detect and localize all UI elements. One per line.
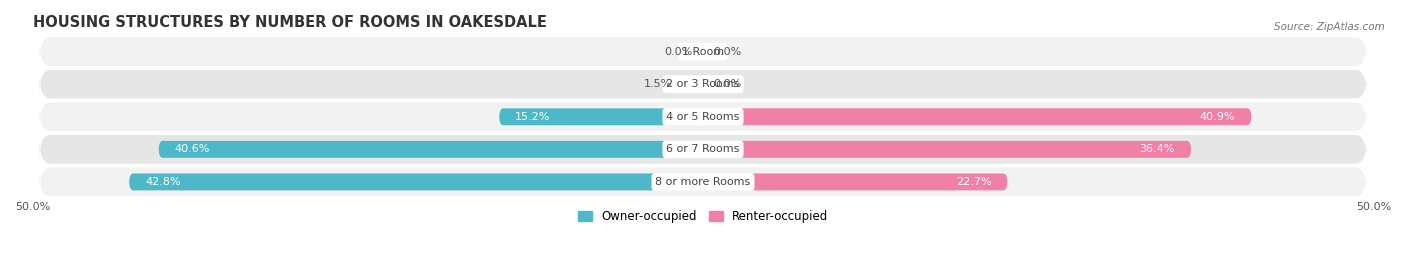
Text: 15.2%: 15.2% xyxy=(515,112,551,122)
FancyBboxPatch shape xyxy=(159,141,703,158)
FancyBboxPatch shape xyxy=(683,76,703,93)
Text: 0.0%: 0.0% xyxy=(714,79,742,89)
Text: 4 or 5 Rooms: 4 or 5 Rooms xyxy=(666,112,740,122)
FancyBboxPatch shape xyxy=(39,70,1367,98)
FancyBboxPatch shape xyxy=(39,135,1367,164)
FancyBboxPatch shape xyxy=(703,174,1007,190)
Text: Source: ZipAtlas.com: Source: ZipAtlas.com xyxy=(1274,22,1385,31)
FancyBboxPatch shape xyxy=(703,141,1191,158)
Text: 6 or 7 Rooms: 6 or 7 Rooms xyxy=(666,144,740,154)
FancyBboxPatch shape xyxy=(39,102,1367,131)
Text: 0.0%: 0.0% xyxy=(664,47,692,56)
Text: 40.9%: 40.9% xyxy=(1199,112,1236,122)
Text: 1 Room: 1 Room xyxy=(682,47,724,56)
Text: 40.6%: 40.6% xyxy=(174,144,209,154)
Text: 36.4%: 36.4% xyxy=(1140,144,1175,154)
FancyBboxPatch shape xyxy=(499,108,703,125)
FancyBboxPatch shape xyxy=(39,37,1367,66)
Text: 8 or more Rooms: 8 or more Rooms xyxy=(655,177,751,187)
FancyBboxPatch shape xyxy=(703,108,1251,125)
FancyBboxPatch shape xyxy=(39,168,1367,196)
Text: 42.8%: 42.8% xyxy=(145,177,181,187)
Legend: Owner-occupied, Renter-occupied: Owner-occupied, Renter-occupied xyxy=(572,206,834,228)
Text: 22.7%: 22.7% xyxy=(956,177,991,187)
Text: HOUSING STRUCTURES BY NUMBER OF ROOMS IN OAKESDALE: HOUSING STRUCTURES BY NUMBER OF ROOMS IN… xyxy=(32,15,547,30)
Text: 1.5%: 1.5% xyxy=(644,79,672,89)
Text: 0.0%: 0.0% xyxy=(714,47,742,56)
Text: 2 or 3 Rooms: 2 or 3 Rooms xyxy=(666,79,740,89)
FancyBboxPatch shape xyxy=(129,174,703,190)
